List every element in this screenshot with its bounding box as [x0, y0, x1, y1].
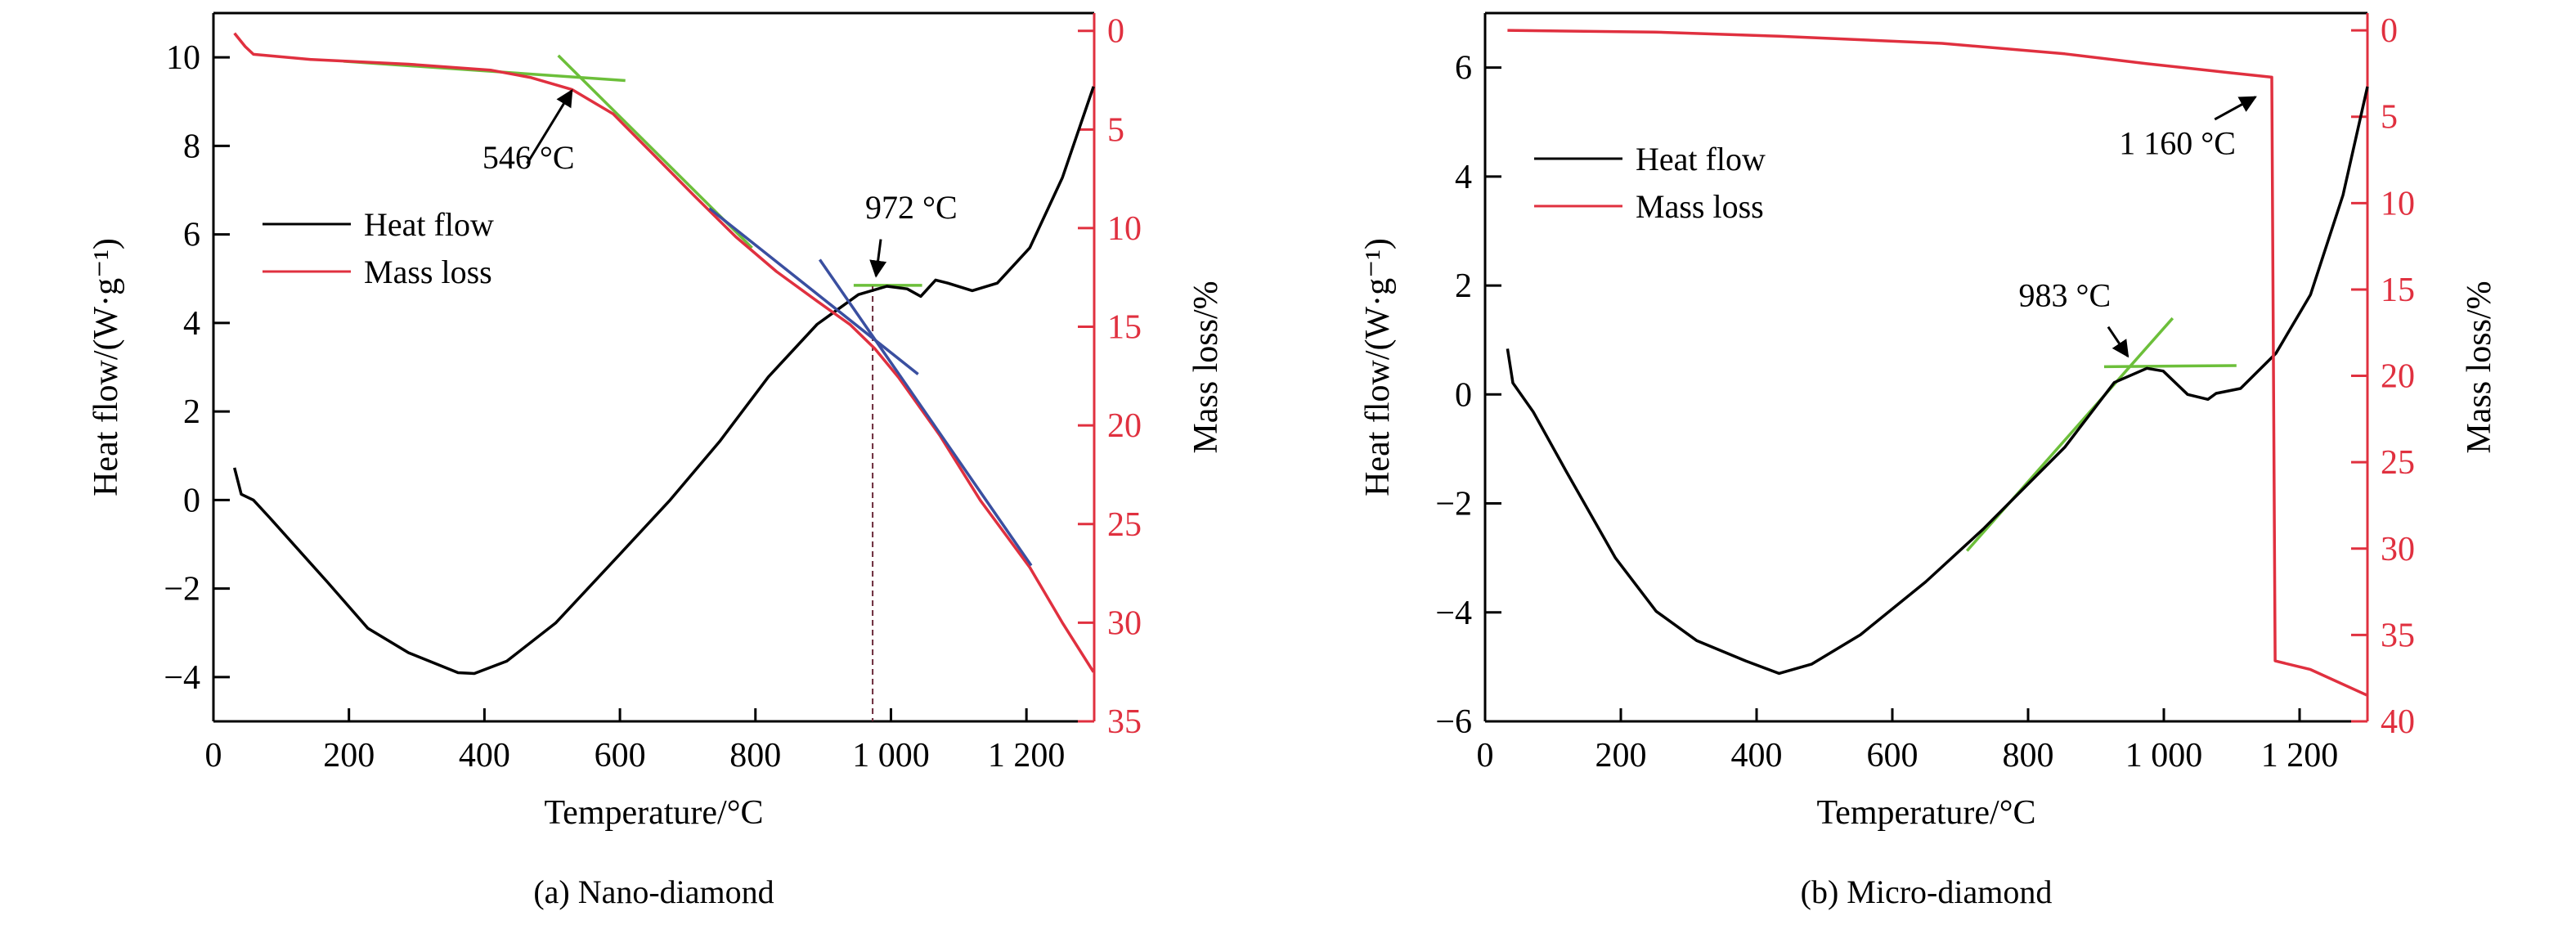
y-tick-label: 8 [183, 128, 200, 165]
y2-tick-label: 15 [2381, 272, 2415, 309]
x-tick-label: 600 [595, 737, 646, 775]
chart-caption: (a) Nano-diamond [533, 873, 774, 910]
y-tick-label: 4 [183, 305, 200, 343]
y2-tick-label: 40 [2381, 703, 2415, 741]
y2-tick-label: 10 [2381, 185, 2415, 222]
y2-tick-label: 10 [1107, 210, 1142, 248]
y-tick-label: 2 [183, 393, 200, 431]
annotation-label: 972 °C [865, 189, 958, 226]
annotation-arrow [2214, 96, 2257, 121]
y2-tick-label: 35 [1107, 703, 1142, 741]
annotation-arrow [2107, 326, 2129, 358]
legend-label: Heat flow [1636, 141, 1766, 177]
chart-caption: (b) Micro-diamond [1801, 873, 2053, 910]
mass-loss-line [1507, 29, 2368, 697]
x-tick-label: 200 [1595, 737, 1647, 775]
y-tick-label: −2 [164, 571, 200, 608]
annotation-label: 983 °C [2018, 276, 2111, 313]
annotation-label: 1 160 °C [2119, 125, 2236, 162]
y2-tick-label: 5 [2381, 99, 2398, 137]
y2-tick-label: 35 [2381, 617, 2415, 654]
x-tick-label: 1 000 [2125, 737, 2203, 775]
y2-tick-label: 25 [1107, 506, 1142, 544]
x-tick-label: 0 [1477, 737, 1494, 775]
y-tick-label: −4 [1435, 595, 1472, 632]
y2-tick-label: 20 [2381, 358, 2415, 396]
annotation-arrow [526, 88, 573, 164]
annotation-label: 546 °C [482, 139, 575, 176]
y-tick-label: 0 [183, 482, 200, 519]
y-tick-label: −6 [1435, 703, 1472, 741]
annotation-arrow [869, 239, 887, 278]
y-axis-title: Heat flow/(W·g⁻¹) [1359, 238, 1397, 496]
panel-nano-diamond: 0 200 400 600 800 1 000 1 200 −4 −2 0 2 4 6 8 10 0 5 10 15… [88, 11, 1225, 910]
y2-tick-label: 30 [1107, 604, 1142, 642]
x-tick-label: 800 [729, 737, 781, 775]
y-tick-label: 2 [1455, 267, 1472, 305]
y2-axis-title: Mass loss/% [2461, 281, 2498, 453]
x-tick-label: 400 [1731, 737, 1783, 775]
y2-tick-label: 0 [2381, 12, 2398, 50]
tangent-line [708, 207, 919, 375]
y2-tick-label: 20 [1107, 407, 1142, 445]
y-tick-label: −4 [164, 659, 200, 697]
y-tick-label: −2 [1435, 486, 1472, 523]
y-tick-label: 10 [166, 39, 200, 77]
legend-label: Heat flow [364, 206, 494, 243]
y-tick-label: 6 [1455, 50, 1472, 88]
x-tick-label: 600 [1867, 737, 1919, 775]
y2-tick-label: 0 [1107, 13, 1124, 51]
tangent-line [819, 258, 1033, 567]
y2-tick-label: 25 [2381, 444, 2415, 482]
x-axis-title: Temperature/°C [1816, 794, 2035, 832]
y2-tick-label: 15 [1107, 309, 1142, 347]
mass-loss-line [233, 32, 1095, 673]
y2-tick-label: 30 [2381, 531, 2415, 568]
x-tick-label: 1 000 [852, 737, 930, 775]
y2-axis-title: Mass loss/% [1187, 281, 1225, 453]
heat-flow-line [1506, 86, 2369, 676]
x-tick-label: 0 [205, 737, 222, 775]
y-tick-label: 6 [183, 217, 200, 254]
panel-micro-diamond: 0 200 400 600 800 1 000 1 200 −6 −4 −2 0 2 4 6 0 5 10 15 2… [1359, 11, 2498, 910]
legend-label: Mass loss [1636, 188, 1764, 225]
y-axis-title: Heat flow/(W·g⁻¹) [88, 238, 125, 496]
y2-tick-label: 5 [1107, 111, 1124, 149]
y-tick-label: 0 [1455, 376, 1472, 414]
x-tick-label: 800 [2003, 737, 2054, 775]
y-tick-label: 4 [1455, 159, 1472, 196]
x-tick-label: 400 [459, 737, 510, 775]
x-tick-label: 1 200 [2261, 737, 2339, 775]
x-tick-label: 1 200 [988, 737, 1066, 775]
heat-flow-line [233, 86, 1095, 676]
x-axis-title: Temperature/°C [544, 794, 763, 832]
x-tick-label: 200 [323, 737, 375, 775]
legend-label: Mass loss [364, 254, 492, 290]
